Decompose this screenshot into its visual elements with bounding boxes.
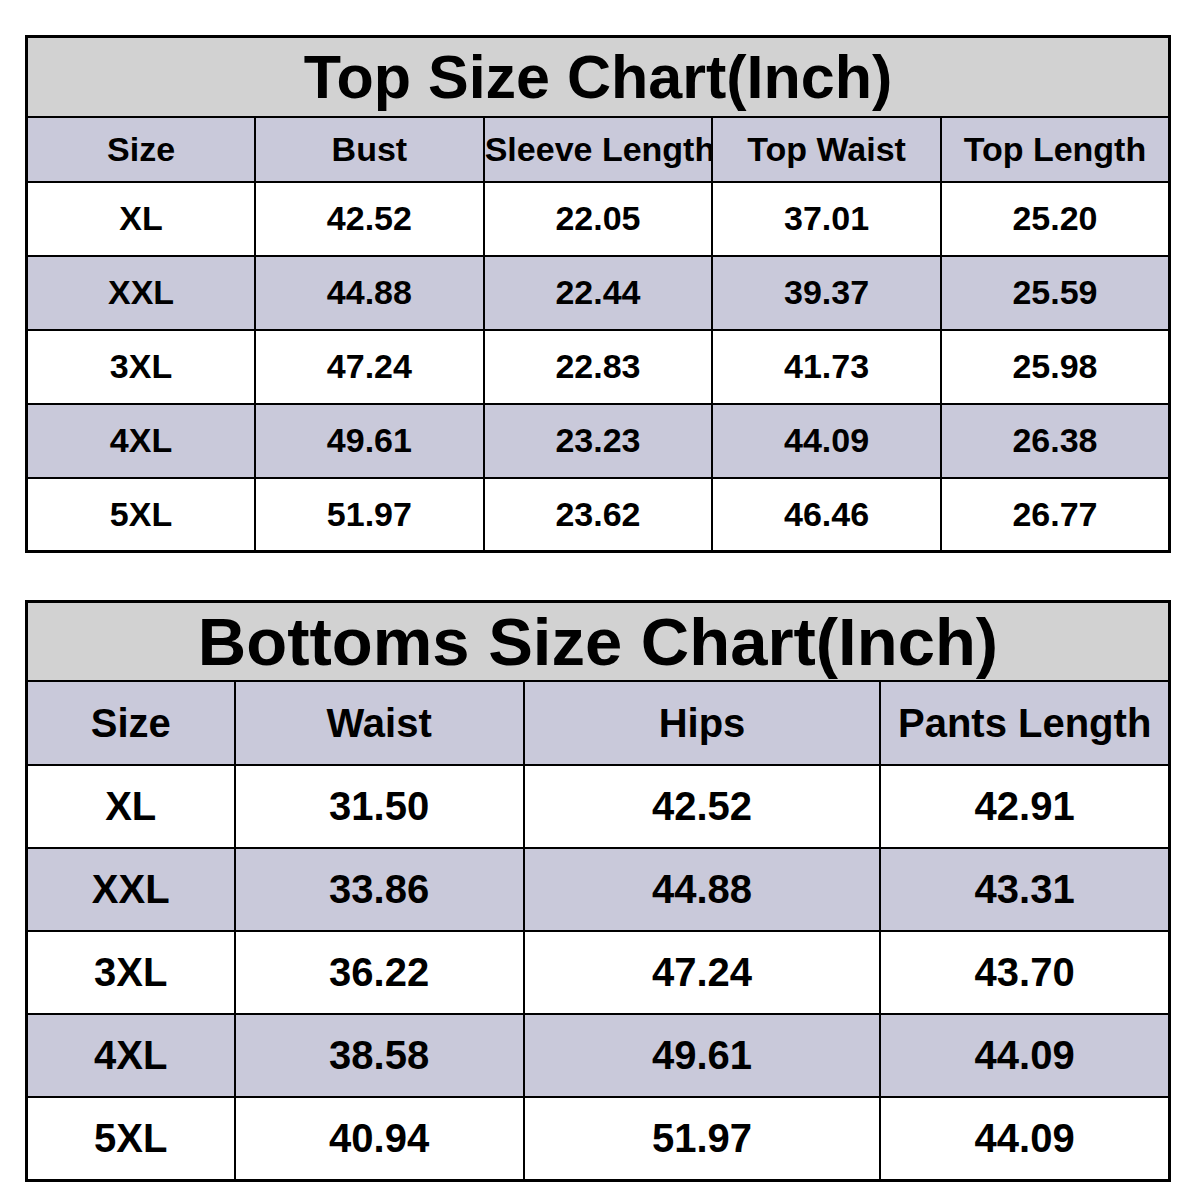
top-row-3xl: 3XL 47.24 22.83 41.73 25.98 bbox=[27, 330, 1170, 404]
cell-bust: 51.97 bbox=[255, 478, 484, 552]
bottoms-row-5xl: 5XL 40.94 51.97 44.09 bbox=[27, 1097, 1170, 1180]
cell-pants-length: 43.31 bbox=[880, 848, 1169, 931]
cell-top-length: 25.98 bbox=[941, 330, 1170, 404]
cell-hips: 42.52 bbox=[524, 765, 881, 848]
cell-waist: 40.94 bbox=[235, 1097, 524, 1180]
top-row-5xl: 5XL 51.97 23.62 46.46 26.77 bbox=[27, 478, 1170, 552]
cell-pants-length: 42.91 bbox=[880, 765, 1169, 848]
top-header-bust: Bust bbox=[255, 117, 484, 182]
cell-waist: 33.86 bbox=[235, 848, 524, 931]
top-row-xl: XL 42.52 22.05 37.01 25.20 bbox=[27, 182, 1170, 256]
cell-sleeve-length: 23.23 bbox=[484, 404, 713, 478]
cell-top-waist: 41.73 bbox=[712, 330, 941, 404]
cell-hips: 49.61 bbox=[524, 1014, 881, 1097]
cell-top-waist: 37.01 bbox=[712, 182, 941, 256]
cell-sleeve-length: 22.05 bbox=[484, 182, 713, 256]
cell-sleeve-length: 22.44 bbox=[484, 256, 713, 330]
cell-waist: 36.22 bbox=[235, 931, 524, 1014]
cell-top-length: 25.20 bbox=[941, 182, 1170, 256]
cell-size: 3XL bbox=[27, 330, 256, 404]
cell-sleeve-length: 22.83 bbox=[484, 330, 713, 404]
cell-hips: 44.88 bbox=[524, 848, 881, 931]
cell-size: XL bbox=[27, 182, 256, 256]
cell-pants-length: 44.09 bbox=[880, 1097, 1169, 1180]
cell-top-length: 26.38 bbox=[941, 404, 1170, 478]
cell-size: 5XL bbox=[27, 1097, 235, 1180]
bottoms-header-hips: Hips bbox=[524, 681, 881, 765]
cell-bust: 42.52 bbox=[255, 182, 484, 256]
cell-bust: 49.61 bbox=[255, 404, 484, 478]
cell-hips: 47.24 bbox=[524, 931, 881, 1014]
bottoms-header-waist: Waist bbox=[235, 681, 524, 765]
cell-top-waist: 46.46 bbox=[712, 478, 941, 552]
bottoms-row-4xl: 4XL 38.58 49.61 44.09 bbox=[27, 1014, 1170, 1097]
cell-size: XL bbox=[27, 765, 235, 848]
cell-top-length: 25.59 bbox=[941, 256, 1170, 330]
bottoms-header-size: Size bbox=[27, 681, 235, 765]
top-chart-header-row: Size Bust Sleeve Length Top Waist Top Le… bbox=[27, 117, 1170, 182]
bottoms-size-chart-table: Bottoms Size Chart(Inch) Size Waist Hips… bbox=[25, 600, 1171, 1182]
top-row-4xl: 4XL 49.61 23.23 44.09 26.38 bbox=[27, 404, 1170, 478]
cell-bust: 47.24 bbox=[255, 330, 484, 404]
top-chart-title-row: Top Size Chart(Inch) bbox=[27, 37, 1170, 117]
size-chart-page: Top Size Chart(Inch) Size Bust Sleeve Le… bbox=[0, 0, 1200, 1200]
top-row-xxl: XXL 44.88 22.44 39.37 25.59 bbox=[27, 256, 1170, 330]
cell-waist: 38.58 bbox=[235, 1014, 524, 1097]
cell-size: 4XL bbox=[27, 404, 256, 478]
bottoms-chart-title: Bottoms Size Chart(Inch) bbox=[27, 602, 1170, 682]
cell-sleeve-length: 23.62 bbox=[484, 478, 713, 552]
top-header-top-waist: Top Waist bbox=[712, 117, 941, 182]
top-header-top-length: Top Length bbox=[941, 117, 1170, 182]
top-header-sleeve-length: Sleeve Length bbox=[484, 117, 713, 182]
bottoms-row-3xl: 3XL 36.22 47.24 43.70 bbox=[27, 931, 1170, 1014]
cell-pants-length: 43.70 bbox=[880, 931, 1169, 1014]
bottoms-header-pants-length: Pants Length bbox=[880, 681, 1169, 765]
top-size-chart-table: Top Size Chart(Inch) Size Bust Sleeve Le… bbox=[25, 35, 1171, 553]
cell-pants-length: 44.09 bbox=[880, 1014, 1169, 1097]
cell-top-length: 26.77 bbox=[941, 478, 1170, 552]
cell-hips: 51.97 bbox=[524, 1097, 881, 1180]
cell-top-waist: 44.09 bbox=[712, 404, 941, 478]
bottoms-chart-header-row: Size Waist Hips Pants Length bbox=[27, 681, 1170, 765]
cell-size: 4XL bbox=[27, 1014, 235, 1097]
bottoms-chart-title-row: Bottoms Size Chart(Inch) bbox=[27, 602, 1170, 682]
cell-waist: 31.50 bbox=[235, 765, 524, 848]
top-chart-title: Top Size Chart(Inch) bbox=[27, 37, 1170, 117]
cell-bust: 44.88 bbox=[255, 256, 484, 330]
bottoms-row-xxl: XXL 33.86 44.88 43.31 bbox=[27, 848, 1170, 931]
cell-size: XXL bbox=[27, 848, 235, 931]
cell-size: 3XL bbox=[27, 931, 235, 1014]
bottoms-row-xl: XL 31.50 42.52 42.91 bbox=[27, 765, 1170, 848]
cell-top-waist: 39.37 bbox=[712, 256, 941, 330]
top-header-size: Size bbox=[27, 117, 256, 182]
cell-size: XXL bbox=[27, 256, 256, 330]
cell-size: 5XL bbox=[27, 478, 256, 552]
